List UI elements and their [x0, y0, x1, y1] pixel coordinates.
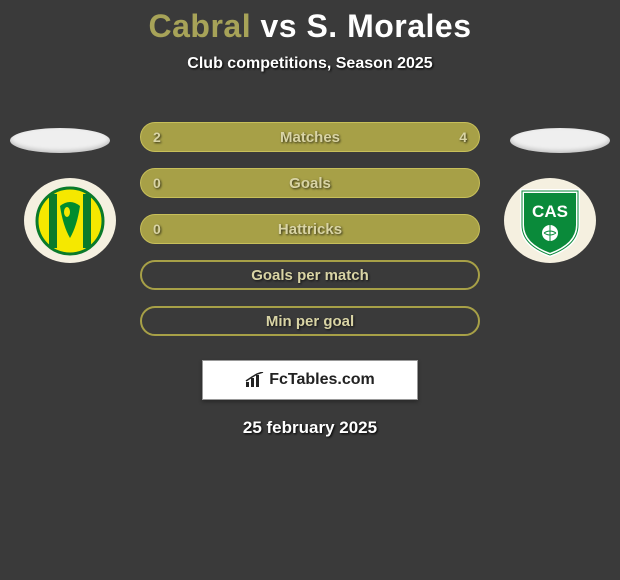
player-b-name: S. Morales	[306, 8, 471, 44]
stat-row-goals-per-match: Goals per match	[140, 260, 480, 290]
stat-label: Goals per match	[251, 267, 369, 284]
stat-value-right: 4	[459, 129, 467, 145]
crest-text: CAS	[532, 202, 568, 221]
stat-value-left: 0	[153, 175, 161, 191]
brand-box: FcTables.com	[202, 360, 418, 400]
stat-row-min-per-goal: Min per goal	[140, 306, 480, 336]
player-a-name: Cabral	[148, 8, 251, 44]
sarmiento-crest-icon: CAS	[518, 185, 582, 257]
player-a-platform	[10, 128, 110, 153]
stat-label: Min per goal	[266, 313, 354, 330]
player-b-club-badge: CAS	[504, 178, 596, 263]
player-b-platform	[510, 128, 610, 153]
date-label: 25 february 2025	[0, 418, 620, 438]
stat-row-goals: Goals 0	[140, 168, 480, 198]
aldosivi-crest-icon	[35, 186, 105, 256]
stat-row-hattricks: Hattricks 0	[140, 214, 480, 244]
stats-panel: Matches 2 4 Goals 0 Hattricks 0 Goals per match…	[140, 122, 480, 352]
stat-row-matches: Matches 2 4	[140, 122, 480, 152]
stat-value-left: 2	[153, 129, 161, 145]
brand-text: FcTables.com	[269, 371, 375, 389]
stat-label: Matches	[280, 129, 340, 146]
subtitle: Club competitions, Season 2025	[0, 55, 620, 73]
player-a-club-badge	[24, 178, 116, 263]
stat-label: Goals	[289, 175, 331, 192]
page-title: Cabral vs S. Morales	[0, 0, 620, 45]
stat-value-left: 0	[153, 221, 161, 237]
stat-label: Hattricks	[278, 221, 342, 238]
vs-label: vs	[260, 8, 297, 44]
chart-icon	[245, 372, 265, 388]
